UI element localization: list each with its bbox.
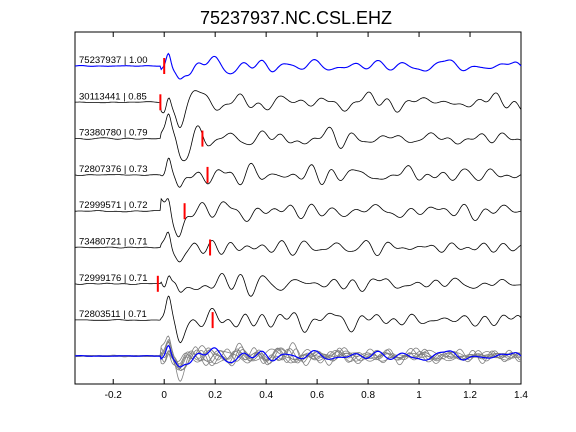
x-tick-label: 0 — [161, 390, 167, 401]
x-tick-label: 0.6 — [310, 390, 324, 401]
plot-frame — [74, 31, 522, 385]
x-tick-label: 0.8 — [361, 390, 375, 401]
stack-reference-trace — [74, 344, 522, 368]
trace-label-72999176: 72999176 | 0.71 — [79, 273, 148, 284]
trace-line-72999571 — [75, 197, 522, 238]
x-tick-label: 0.2 — [208, 390, 222, 401]
x-tick-label: 1.4 — [514, 390, 528, 401]
trace-line-75237937 — [74, 52, 522, 80]
trace-line-72807376 — [74, 157, 522, 188]
trace-line-73480721 — [74, 231, 522, 263]
trace-label-73480721: 73480721 | 0.71 — [79, 237, 148, 248]
stack-trace-3 — [75, 342, 522, 367]
trace-label-73380780: 73380780 | 0.79 — [79, 128, 148, 139]
x-tick-label: 1.2 — [463, 390, 477, 401]
trace-label-72803511: 72803511 | 0.71 — [79, 309, 147, 320]
x-axis: -0.2 0 0.2 0.4 0.6 0.8 1 1.2 1.4 — [105, 32, 528, 401]
traces-layer: 75237937 | 1.00 30113441 | 0.85 73380780 |… — [74, 52, 522, 344]
x-tick-label: -0.2 — [105, 390, 123, 401]
trace-label-30113441: 30113441 | 0.85 — [79, 91, 147, 102]
trace-line-73380780 — [75, 113, 522, 162]
trace-label-72807376: 72807376 | 0.73 — [79, 164, 148, 175]
trace-label-72999571: 72999571 | 0.72 — [79, 200, 148, 211]
x-tick-label: 1 — [416, 390, 422, 401]
trace-line-30113441 — [74, 90, 522, 128]
stack-layer — [74, 335, 522, 382]
x-tick-label: 0.4 — [259, 390, 273, 401]
trace-label-75237937: 75237937 | 1.00 — [79, 55, 148, 66]
trace-line-72803511 — [75, 295, 522, 344]
chart-title: 75237937.NC.CSL.EHZ — [200, 8, 392, 28]
trace-line-72999176 — [74, 272, 521, 297]
